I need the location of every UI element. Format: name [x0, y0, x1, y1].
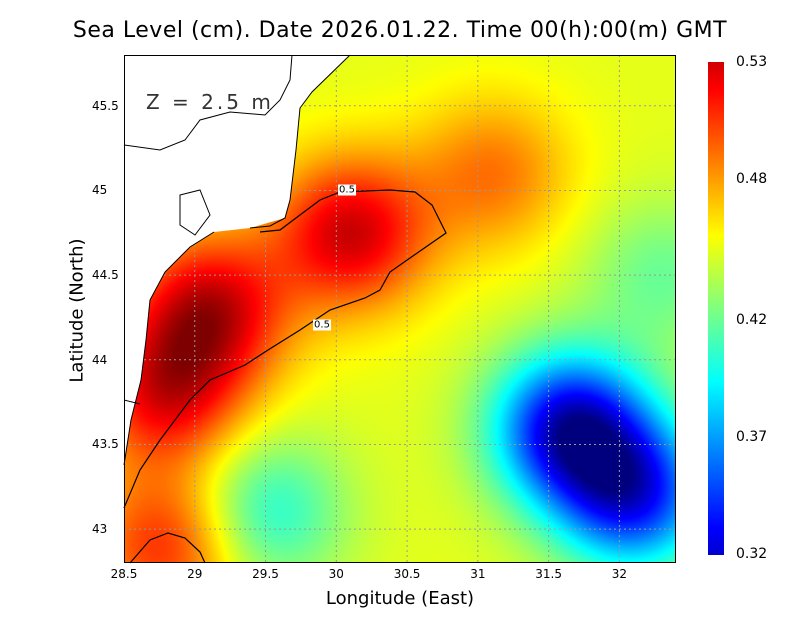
- land-mask: [124, 55, 350, 465]
- depth-label: Z = 2.5 m: [146, 90, 274, 114]
- colorbar-tick-label: 0.53: [736, 54, 768, 70]
- contour-0.5-south: [129, 532, 206, 564]
- contour-label: 0.5: [313, 319, 331, 331]
- x-tick-label: 29.5: [252, 567, 279, 581]
- chart-title: Sea Level (cm). Date 2026.01.22. Time 00…: [72, 18, 728, 43]
- colorbar-tick-label: 0.37: [736, 428, 768, 445]
- y-tick-label: 43: [92, 522, 108, 537]
- x-tick-label: 30: [328, 567, 344, 581]
- y-tick-label: 44.5: [92, 268, 119, 283]
- x-tick-label: 30.5: [393, 567, 421, 581]
- colorbar-tick-label: 0.42: [736, 311, 768, 328]
- contour-label: 0.5: [338, 184, 356, 196]
- y-tick-label: 43.5: [92, 437, 119, 452]
- x-tick-label: 28.5: [110, 567, 138, 581]
- y-tick-label: 44: [92, 352, 108, 367]
- contour-0.5-main: [123, 189, 447, 509]
- x-tick-label: 29: [187, 567, 203, 581]
- y-tick-label: 45.5: [92, 98, 119, 113]
- x-tick-label: 32: [611, 567, 628, 581]
- colorbar-tick-label: 0.32: [736, 546, 768, 562]
- x-tick-label: 31.5: [535, 567, 562, 581]
- colorbar: [708, 62, 724, 555]
- x-tick-label: 31: [470, 567, 486, 581]
- y-tick-label: 45: [92, 183, 108, 198]
- colorbar-tick-label: 0.48: [736, 171, 768, 188]
- coastline: [123, 54, 351, 466]
- y-axis-label: Latitude (North): [66, 238, 88, 383]
- plot-frame: [124, 55, 676, 563]
- x-axis-label: Longitude (East): [325, 588, 475, 609]
